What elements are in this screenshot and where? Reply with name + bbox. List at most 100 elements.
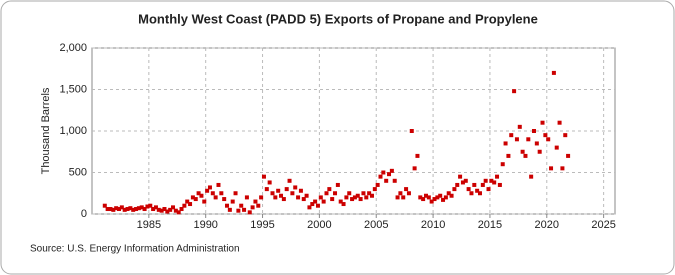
point — [333, 191, 338, 196]
point — [267, 180, 272, 185]
point — [486, 187, 491, 192]
point — [369, 193, 374, 198]
point — [495, 174, 500, 179]
point — [503, 141, 508, 146]
point — [287, 178, 292, 183]
point — [367, 191, 372, 196]
point — [193, 197, 198, 202]
point — [111, 207, 116, 212]
point — [171, 205, 176, 210]
y-tick-label: 500 — [69, 166, 87, 178]
point — [543, 133, 548, 138]
x-tick-label: 1995 — [250, 219, 274, 231]
point — [429, 199, 434, 204]
point — [307, 205, 312, 210]
point — [199, 193, 204, 198]
point — [148, 203, 153, 208]
point — [446, 191, 451, 196]
point — [537, 149, 542, 154]
point — [173, 208, 178, 213]
point — [404, 187, 409, 192]
point — [165, 209, 170, 214]
point — [321, 199, 326, 204]
point — [549, 166, 554, 171]
point — [182, 203, 187, 208]
point — [324, 191, 329, 196]
point — [153, 205, 158, 210]
point — [566, 153, 571, 158]
point — [557, 120, 562, 125]
point — [313, 199, 318, 204]
point — [520, 149, 525, 154]
point — [250, 205, 255, 210]
point — [412, 166, 417, 171]
point — [435, 195, 440, 200]
point — [475, 188, 480, 193]
point — [364, 195, 369, 200]
point — [205, 188, 210, 193]
point — [341, 202, 346, 207]
x-tick-label: 1990 — [193, 219, 217, 231]
point — [264, 187, 269, 192]
point — [216, 182, 221, 187]
point — [546, 137, 551, 142]
point — [301, 197, 306, 202]
point — [338, 199, 343, 204]
point — [469, 191, 474, 196]
y-tick-label: 1,000 — [59, 125, 87, 137]
point — [401, 195, 406, 200]
x-tick-label: 2000 — [307, 219, 331, 231]
point — [506, 153, 511, 158]
point — [145, 204, 150, 209]
point — [156, 207, 161, 212]
point — [514, 137, 519, 142]
point — [207, 185, 212, 190]
point — [509, 133, 514, 138]
point — [452, 187, 457, 192]
point — [134, 207, 139, 212]
point — [239, 203, 244, 208]
point — [284, 187, 289, 192]
point — [426, 195, 431, 200]
point — [256, 203, 261, 208]
point — [449, 193, 454, 198]
point — [213, 195, 218, 200]
point — [463, 178, 468, 183]
point — [460, 180, 465, 185]
point — [304, 193, 309, 198]
point — [551, 70, 556, 75]
point — [236, 208, 241, 213]
point — [523, 153, 528, 158]
point — [293, 185, 298, 190]
point — [210, 191, 215, 196]
x-tick-label: 1985 — [137, 219, 161, 231]
point — [159, 208, 164, 213]
point — [389, 168, 394, 173]
point — [315, 203, 320, 208]
point — [406, 191, 411, 196]
point — [290, 191, 295, 196]
point — [119, 205, 124, 210]
point — [432, 197, 437, 202]
point — [253, 199, 258, 204]
point — [128, 206, 133, 211]
point — [563, 133, 568, 138]
point — [531, 129, 536, 133]
point — [361, 191, 366, 196]
point — [421, 197, 426, 202]
point — [392, 178, 397, 183]
point — [310, 202, 315, 207]
point — [554, 145, 559, 150]
point — [355, 193, 360, 198]
x-tick-label: 2015 — [478, 219, 502, 231]
point — [387, 172, 392, 177]
point — [455, 182, 460, 187]
x-tick-label: 2010 — [421, 219, 445, 231]
point — [222, 197, 227, 202]
point — [225, 203, 230, 208]
point — [441, 197, 446, 202]
y-tick-label: 0 — [81, 208, 87, 220]
point — [480, 182, 485, 187]
point — [395, 195, 400, 200]
point — [261, 174, 266, 179]
